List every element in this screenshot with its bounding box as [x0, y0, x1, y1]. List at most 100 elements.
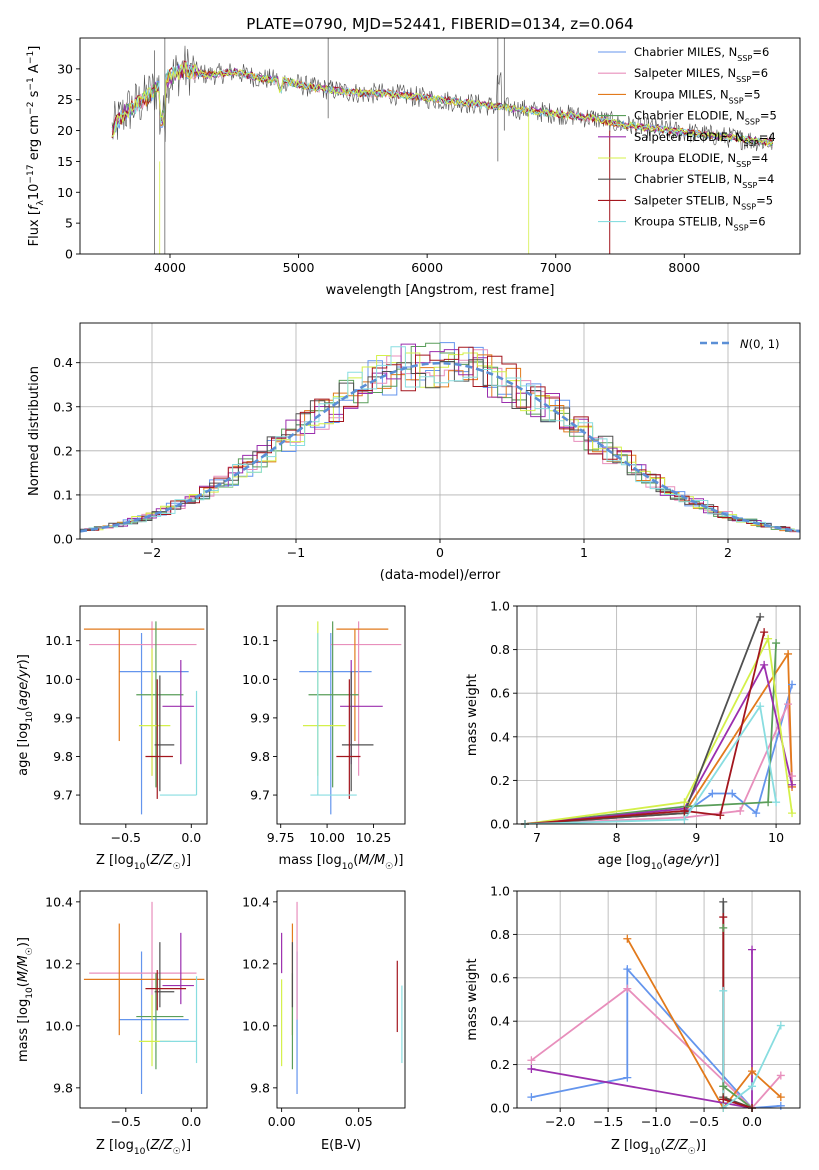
spectrum-axes: 4000 5000 6000 7000 8000 0 5 10 15 20 25 30 waveleng… — [26, 37, 801, 298]
y-tick-label: 5 — [65, 216, 73, 231]
y-tick-label: 0.4 — [490, 1014, 510, 1029]
weight-marker — [760, 660, 769, 669]
weight-marker — [788, 809, 797, 818]
x-tick-label: 7 — [533, 830, 541, 845]
error-bar-point — [154, 675, 175, 792]
y-tick-label: 15 — [57, 154, 73, 169]
error-bar-point — [330, 621, 402, 776]
error-bar-point — [83, 628, 205, 742]
weight-marker — [764, 798, 773, 807]
histogram-chabrier-elodie — [80, 342, 800, 533]
mass-vs-ebv-axes: 0.00 0.05 9.8 10.0 10.2 10.4 E(B-V) — [242, 890, 406, 1153]
legend-entry: Salpeter STELIB, NSSP=5 — [634, 193, 773, 211]
y-tick-label: 0.0 — [490, 1101, 510, 1116]
y-tick-label: 0.8 — [490, 642, 510, 657]
legend-entry: Chabrier ELODIE, NSSP=5 — [634, 109, 777, 127]
weight-marker — [756, 612, 765, 621]
y-tick-label: 30 — [57, 61, 73, 76]
x-tick-label: 0 — [436, 545, 444, 560]
x-tick-label: 0.00 — [268, 1114, 296, 1129]
weight-marker — [756, 702, 765, 711]
y-tick-label: 0.3 — [53, 399, 73, 414]
y-tick-label: 10.0 — [45, 672, 73, 687]
weight-line-salpeter-elodie — [524, 662, 793, 824]
weight-marker — [623, 965, 632, 974]
axes-frame — [516, 890, 801, 1109]
weight-marker — [527, 1093, 536, 1102]
x-tick-label: 8 — [613, 830, 621, 845]
weight-marker — [748, 1067, 757, 1076]
weight-line-kroupa-miles — [626, 938, 782, 1108]
weight-marker — [527, 1056, 536, 1065]
y-axis-label: mass weight — [465, 674, 480, 756]
y-tick-label: 0.4 — [490, 729, 510, 744]
y-tick-label: 10.1 — [242, 633, 270, 648]
x-tick-label: 4000 — [154, 260, 186, 275]
x-tick-label: 10 — [768, 830, 784, 845]
y-tick-label: 1.0 — [490, 884, 510, 899]
y-tick-label: 0.2 — [490, 1057, 510, 1072]
y-tick-label: 0.6 — [490, 686, 510, 701]
y-tick-label: 10.1 — [45, 633, 73, 648]
legend-entry: Kroupa MILES, NSSP=5 — [634, 87, 761, 105]
x-axis-label: Z [log10(Z/Z☉)] — [96, 853, 191, 872]
normal-curve — [80, 361, 800, 533]
plot-area — [111, 38, 774, 254]
plot-area — [299, 621, 402, 815]
weight-marker — [776, 1101, 785, 1110]
weight-marker — [776, 1071, 785, 1080]
y-tick-label: 9.8 — [53, 1080, 73, 1095]
legend-entry: Kroupa ELODIE, NSSP=4 — [634, 151, 768, 169]
error-bar-point — [154, 942, 175, 1008]
weight-line-chabrier-elodie — [524, 643, 777, 824]
y-tick-label: 10.0 — [242, 672, 270, 687]
histogram-salpeter-stelib — [84, 346, 800, 532]
mass-vs-metallicity-axes: −0.5 0.0 9.8 10.0 10.2 10.4 Z [log10(Z/Z☉)] mas… — [16, 890, 208, 1157]
weight-line-kroupa-stelib — [524, 703, 777, 824]
error-bar-point — [162, 660, 194, 765]
weight-marker — [788, 680, 797, 689]
error-bar-point — [336, 628, 389, 742]
y-tick-label: 10.2 — [45, 956, 73, 971]
histogram-chabrier-stelib — [80, 359, 800, 534]
y-tick-label: 0.2 — [490, 773, 510, 788]
weight-marker — [719, 923, 728, 932]
weight-marker — [719, 986, 728, 995]
x-axis-label: age [log10(age/yr)] — [598, 853, 720, 872]
error-bar-point — [138, 648, 171, 776]
weight-line-salpeter-stelib — [722, 917, 753, 1108]
age-vs-mass-axes: 9.75 10.00 10.25 9.7 9.8 9.9 10.0 10.1 mass [log… — [242, 605, 406, 872]
weight-marker — [788, 780, 797, 789]
error-bar-point — [299, 633, 372, 815]
weight-marker — [764, 634, 773, 643]
x-tick-label: 7000 — [540, 260, 572, 275]
histogram-chabrier-miles — [80, 342, 800, 534]
x-tick-label: −1.0 — [641, 1114, 671, 1129]
y-tick-label: 10.4 — [45, 894, 73, 909]
weight-marker — [784, 700, 793, 709]
y-tick-label: 0.1 — [53, 487, 73, 502]
weight-marker — [788, 772, 797, 781]
legend-entry: Salpeter MILES, NSSP=6 — [634, 66, 768, 84]
y-tick-label: 20 — [57, 123, 73, 138]
weight-line-salpeter-stelib — [524, 631, 765, 824]
weight-marker — [623, 1073, 632, 1082]
y-tick-label: 0.0 — [53, 532, 73, 547]
error-bar-point — [159, 690, 198, 796]
error-bar-point — [145, 970, 187, 1011]
weight-marker — [772, 798, 781, 807]
weight-marker — [719, 913, 728, 922]
x-axis-label: wavelength [Angstrom, rest frame] — [326, 283, 555, 298]
legend: Chabrier MILES, NSSP=6 Salpeter MILES, NS… — [598, 45, 777, 232]
y-tick-label: 25 — [57, 92, 73, 107]
x-axis-label: mass [log10(M/M☉)] — [279, 853, 404, 872]
weight-marker — [716, 811, 725, 820]
weight-marker — [772, 639, 781, 648]
weight-marker — [680, 815, 689, 824]
x-tick-label: 0.05 — [345, 1114, 373, 1129]
y-axis-label: Flux [fλ10−17 erg cm−2 s−1 A−1] — [26, 46, 46, 247]
x-tick-label: 10.00 — [309, 830, 345, 845]
x-tick-label: 0.0 — [181, 830, 201, 845]
y-axis-label: age [log10(age/yr)] — [16, 654, 35, 776]
